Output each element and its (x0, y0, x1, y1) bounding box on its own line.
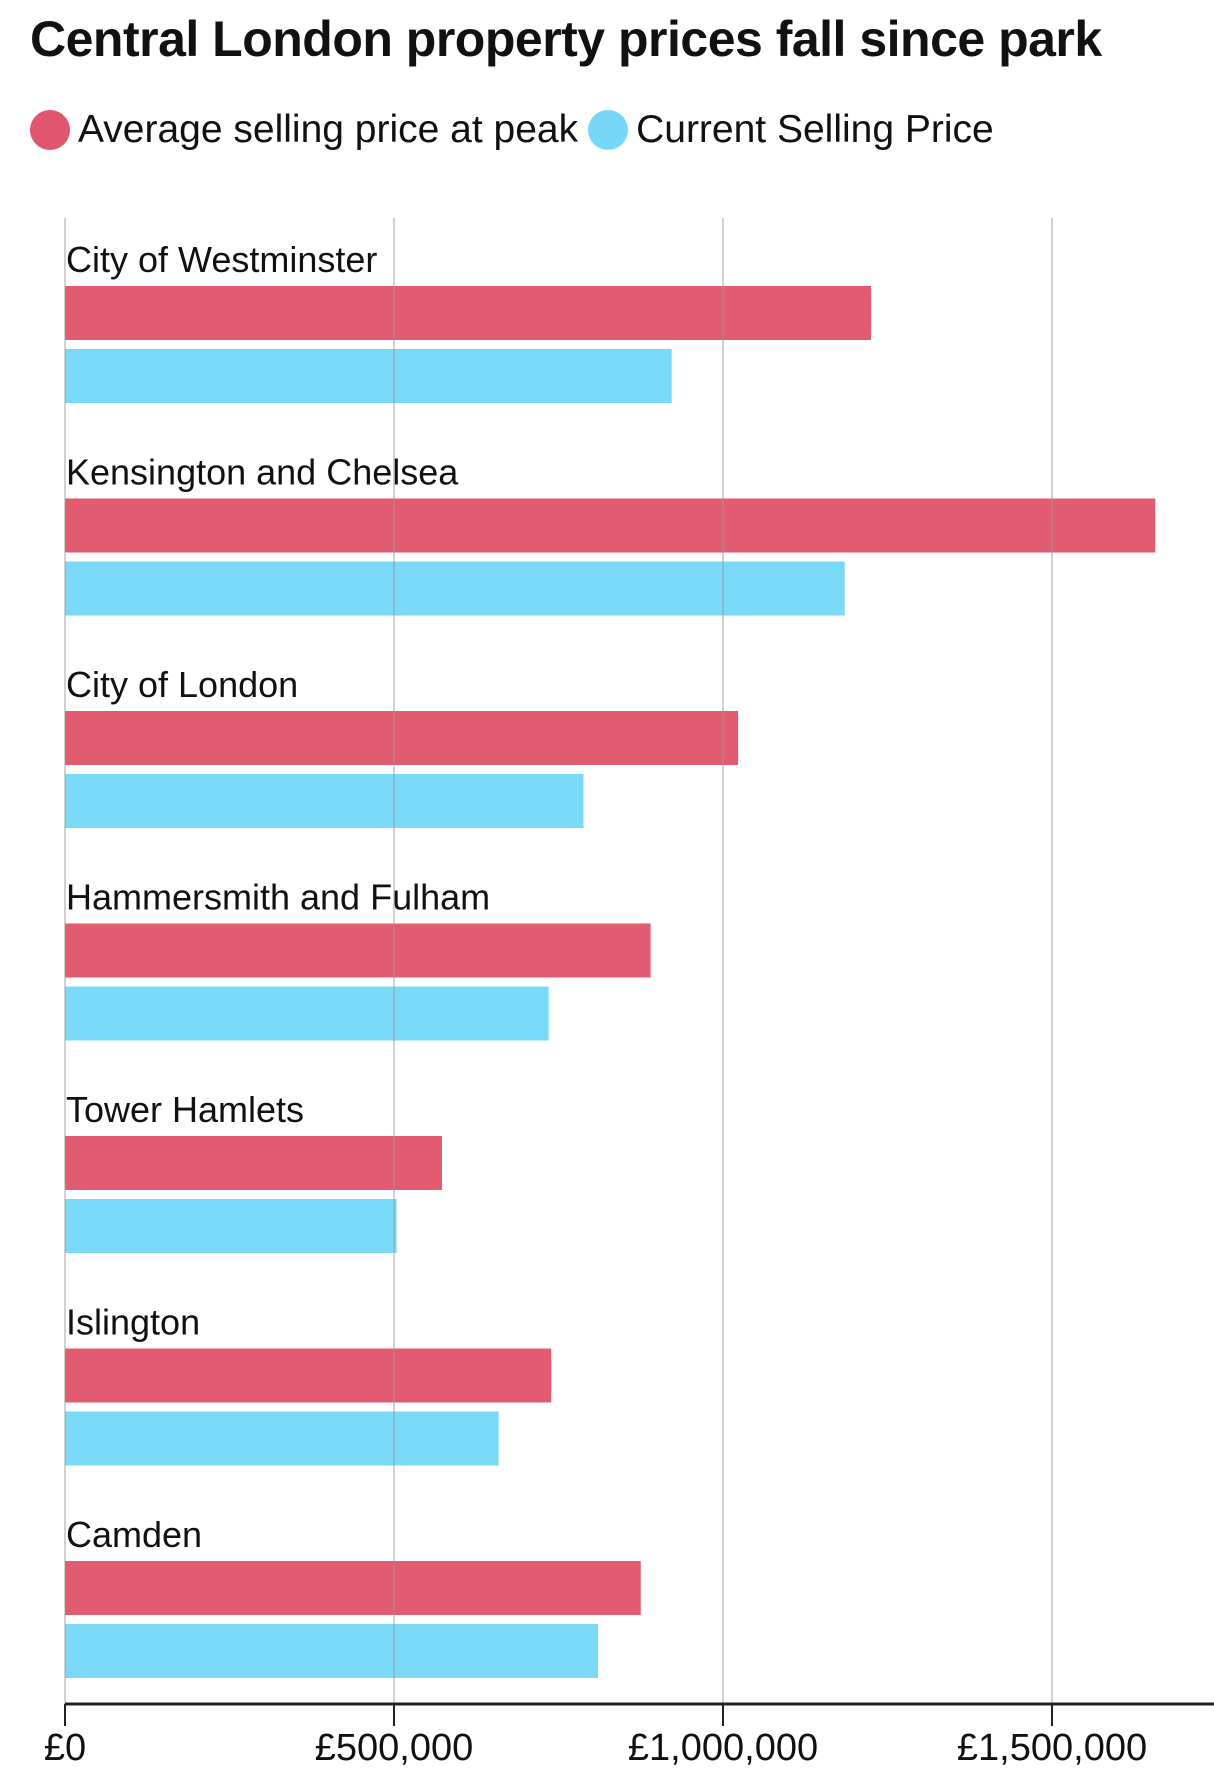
bar-current (65, 1624, 598, 1678)
legend-swatch-peak (30, 110, 70, 150)
legend-item-peak: Average selling price at peak (30, 108, 578, 152)
category-label: City of Westminster (66, 239, 377, 280)
bar-current (65, 1411, 499, 1466)
chart-title: Central London property prices fall sinc… (30, 11, 1102, 67)
category-label: Camden (66, 1514, 202, 1555)
bar-peak (65, 498, 1156, 553)
bar-peak (65, 923, 651, 978)
legend-label-peak: Average selling price at peak (78, 108, 579, 151)
category-label: Hammersmith and Fulham (66, 877, 490, 918)
bar-current (65, 774, 584, 828)
bar-current (65, 349, 672, 403)
bar-peak (65, 711, 739, 765)
bar-peak (65, 1348, 552, 1403)
category-label: Islington (66, 1302, 200, 1343)
category-label: City of London (66, 664, 298, 705)
legend-label-current: Current Selling Price (636, 108, 994, 151)
bar-peak (65, 1561, 641, 1615)
bar-peak (65, 286, 872, 340)
category-label: Kensington and Chelsea (66, 452, 459, 493)
bar-current (65, 561, 845, 616)
bar-current (65, 1199, 397, 1253)
x-tick-label: £1,000,000 (628, 1727, 818, 1769)
bar-peak (65, 1136, 443, 1190)
x-tick-label: £1,500,000 (957, 1727, 1147, 1769)
legend: Average selling price at peak Current Se… (30, 108, 1004, 152)
x-tick-label: £0 (44, 1727, 86, 1769)
bar-current (65, 986, 549, 1041)
x-tick-label: £500,000 (315, 1727, 474, 1769)
legend-swatch-current (588, 110, 629, 150)
category-label: Tower Hamlets (66, 1089, 304, 1130)
legend-item-current: Current Selling Price (588, 108, 994, 152)
